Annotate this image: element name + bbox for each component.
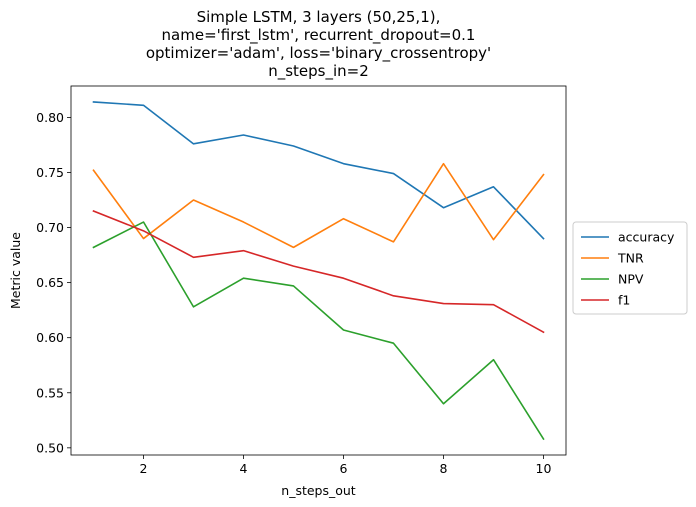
y-tick-label: 0.55 (36, 385, 64, 400)
plot-area-frame (70, 85, 567, 456)
x-axis-ticks: 2 4 6 8 10 (140, 455, 552, 476)
legend-label-npv: NPV (618, 272, 644, 287)
chart-title-line: name='first_lstm', recurrent_dropout=0.1 (162, 26, 476, 45)
legend-box (572, 221, 688, 315)
y-axis-ticks: 0.50 0.55 0.60 0.65 0.70 0.75 0.80 (36, 110, 71, 455)
series-line-accuracy (92, 101, 545, 240)
series-line-tnr (92, 162, 545, 249)
legend-label-f1: f1 (618, 293, 630, 308)
y-axis-label: Metric value (8, 232, 23, 309)
chart-title-line: Simple LSTM, 3 layers (50,25,1), (197, 8, 441, 26)
legend-label-tnr: TNR (617, 251, 644, 266)
x-tick-label: 2 (140, 461, 148, 476)
legend-label-accuracy: accuracy (618, 230, 675, 245)
x-tick-label: 8 (440, 461, 448, 476)
series-line-f1 (92, 209, 545, 334)
chart-title-line: n_steps_in=2 (268, 62, 369, 81)
x-axis-label: n_steps_out (281, 483, 356, 498)
series-line-npv (92, 221, 545, 441)
y-tick-label: 0.50 (36, 440, 64, 455)
x-tick-label: 6 (340, 461, 348, 476)
x-tick-label: 4 (240, 461, 248, 476)
y-tick-label: 0.70 (36, 220, 64, 235)
chart-title: Simple LSTM, 3 layers (50,25,1),name='fi… (146, 8, 491, 81)
axes (70, 85, 567, 456)
chart-title-line: optimizer='adam', loss='binary_crossentr… (146, 44, 491, 63)
y-tick-label: 0.75 (36, 165, 64, 180)
y-tick-label: 0.80 (36, 110, 64, 125)
y-tick-label: 0.65 (36, 275, 64, 290)
plot-lines (92, 101, 545, 441)
y-tick-label: 0.60 (36, 330, 64, 345)
legend: accuracy TNR NPV f1 (572, 221, 688, 315)
x-tick-label: 10 (536, 461, 552, 476)
